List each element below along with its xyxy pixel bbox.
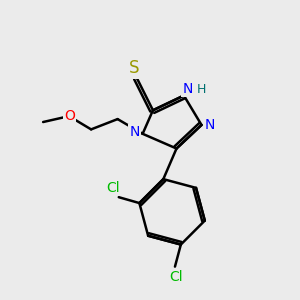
- Text: S: S: [129, 59, 140, 77]
- Text: N: N: [205, 118, 215, 132]
- Text: N: N: [182, 82, 193, 96]
- Text: N: N: [129, 125, 140, 139]
- Text: Cl: Cl: [169, 270, 183, 284]
- Text: H: H: [197, 82, 206, 95]
- Text: O: O: [64, 109, 75, 122]
- Text: Cl: Cl: [107, 181, 120, 195]
